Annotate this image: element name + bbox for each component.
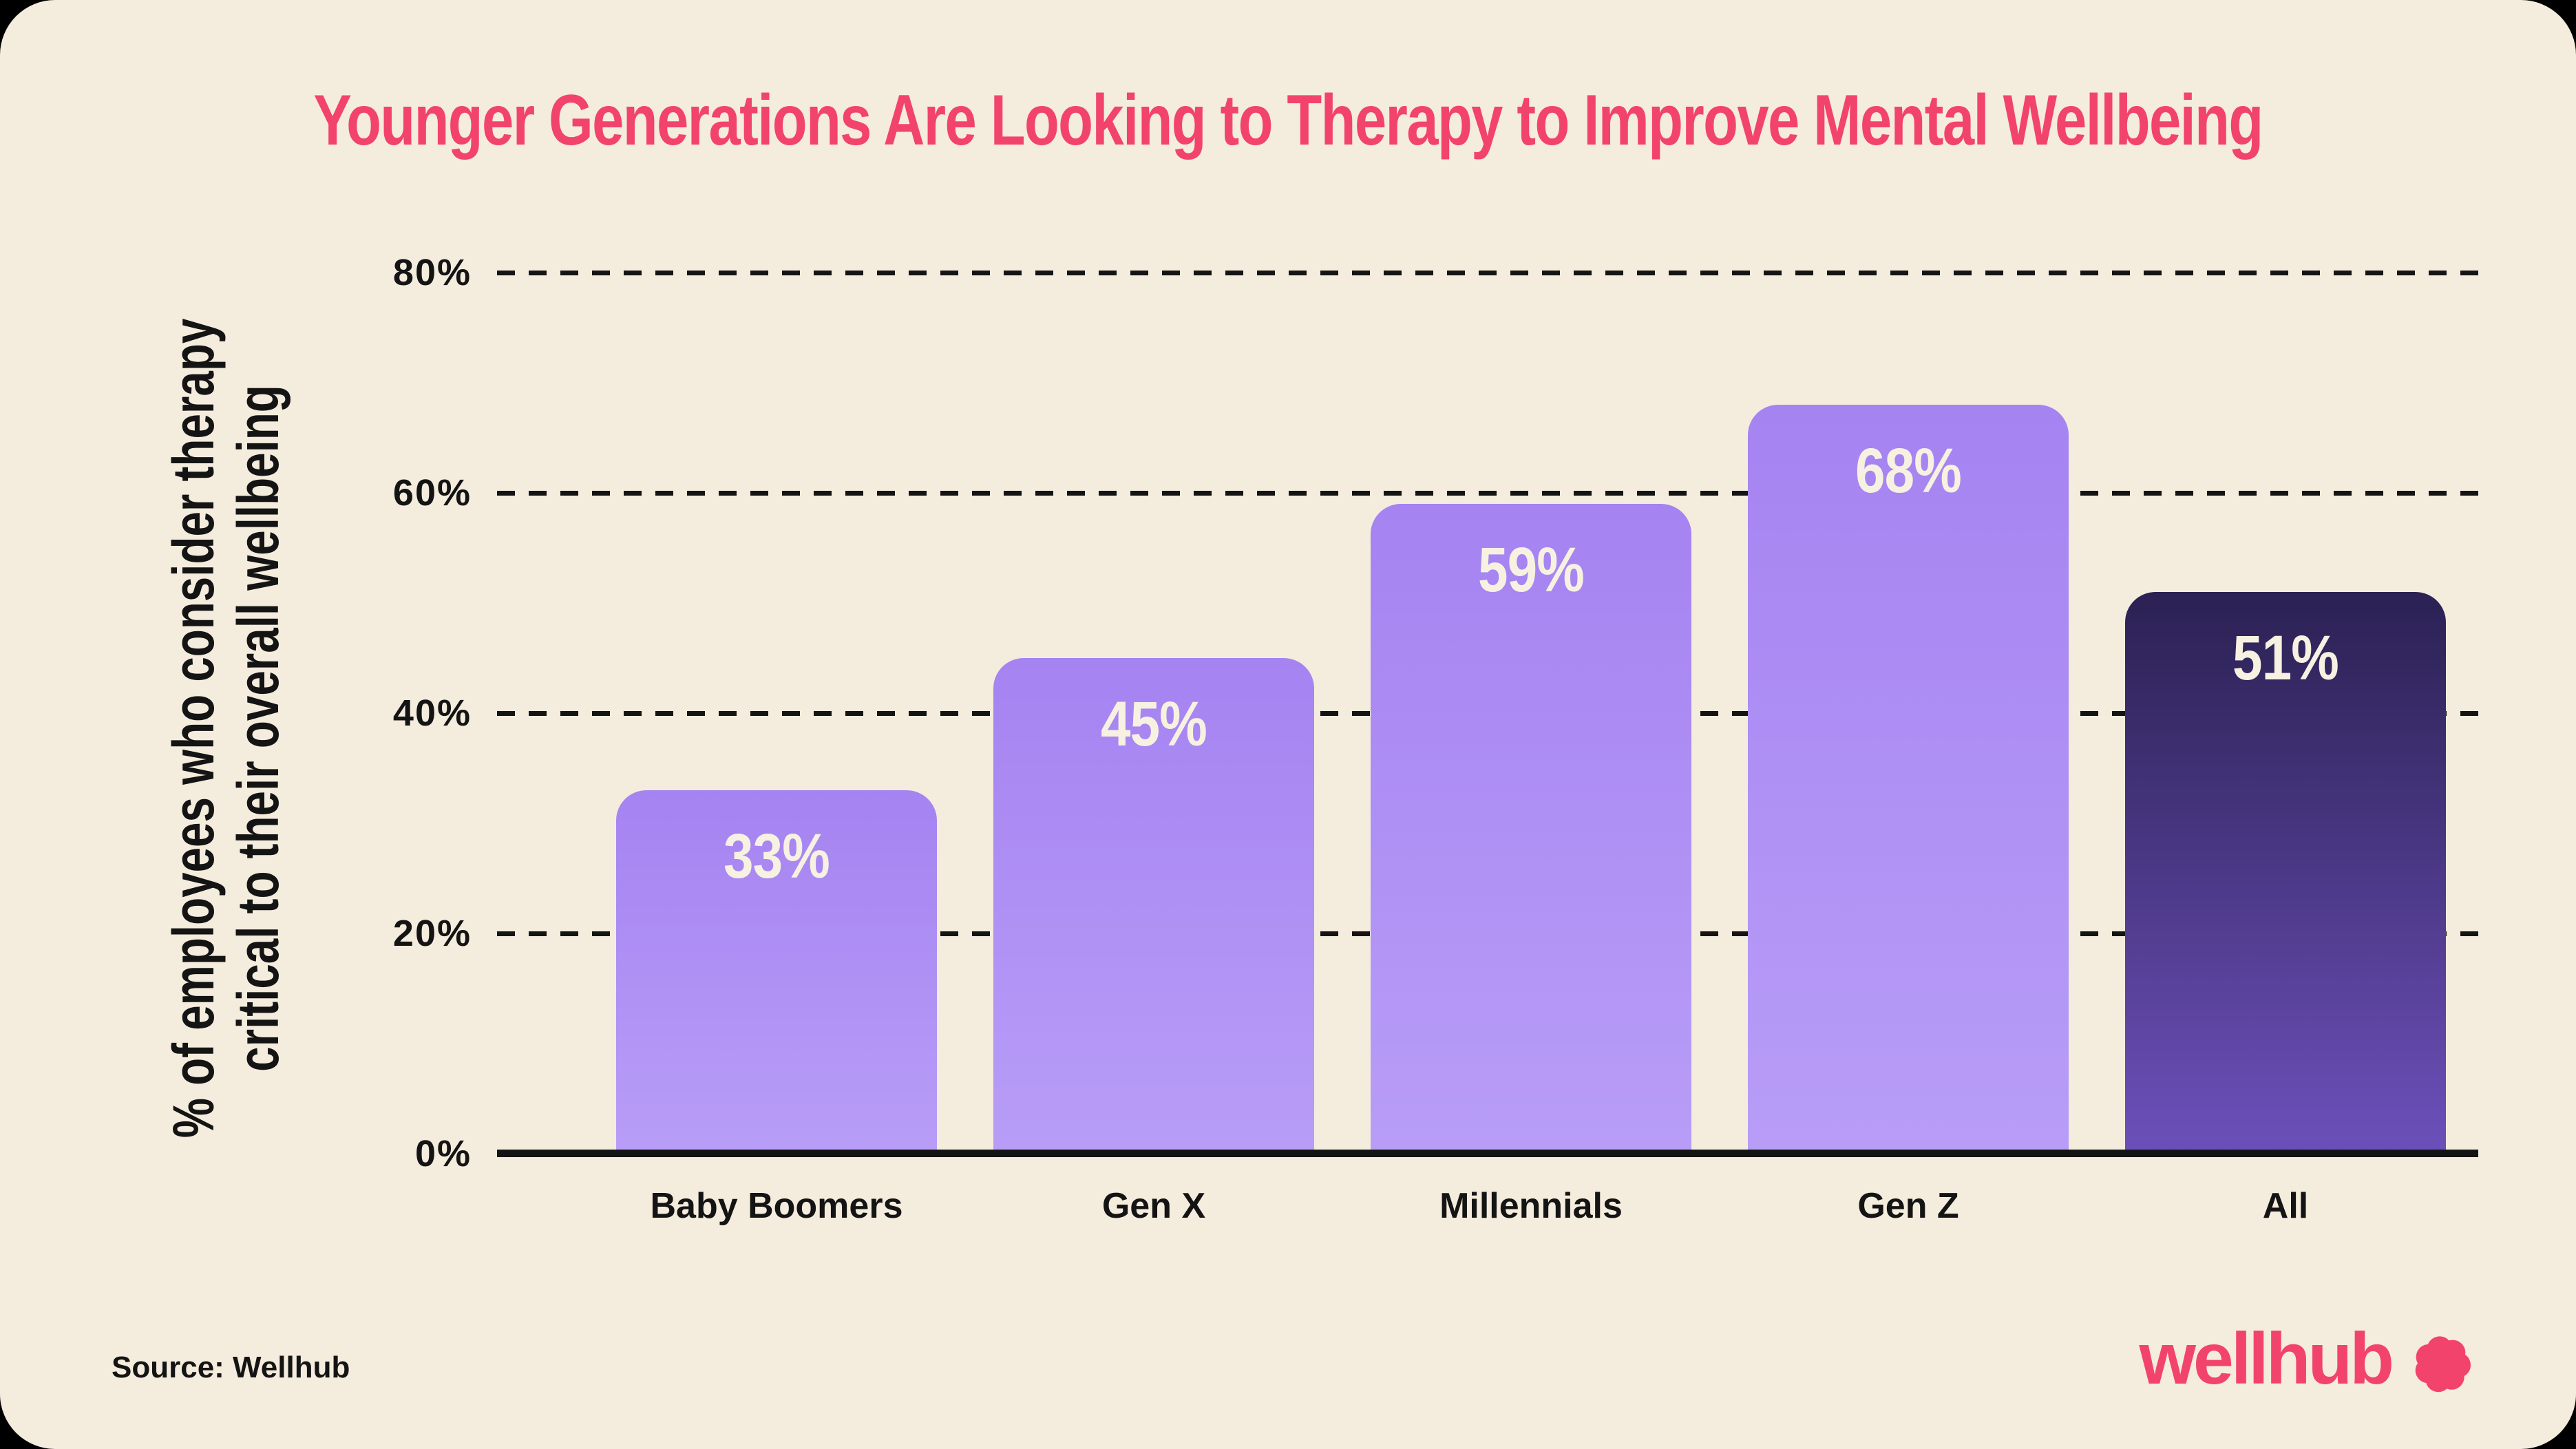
bar-gen-x: 45% — [993, 658, 1314, 1154]
wellhub-flower-icon — [2415, 1336, 2471, 1393]
x-axis-line — [497, 1150, 2478, 1157]
bar-value-label-all: 51% — [2232, 623, 2339, 693]
wellhub-logo-text: wellhub — [2139, 1318, 2394, 1399]
bar-value-label-millennials: 59% — [1478, 535, 1585, 605]
x-category-label-gen-x: Gen X — [1101, 1186, 1206, 1226]
gridline-80 — [497, 271, 2478, 275]
y-tick-label-80: 80% — [392, 252, 472, 293]
x-category-label-all: All — [2262, 1186, 2309, 1226]
source-note: Source: Wellhub — [112, 1351, 350, 1384]
bar-millennials: 59% — [1371, 504, 1691, 1154]
gridline-60 — [497, 491, 2478, 496]
x-category-label-millennials: Millennials — [1439, 1186, 1623, 1226]
wellhub-logo: wellhub — [2139, 1322, 2478, 1401]
y-tick-label-60: 60% — [392, 472, 472, 514]
x-category-label-baby-boomers: Baby Boomers — [650, 1186, 903, 1226]
bar-baby-boomers: 33% — [616, 790, 937, 1154]
bar-value-label-gen-z: 68% — [1855, 436, 1962, 506]
chart-title: Younger Generations Are Looking to Thera… — [313, 81, 2263, 160]
bar-all: 51% — [2125, 592, 2446, 1154]
bar-value-label-baby-boomers: 33% — [724, 821, 830, 891]
y-tick-label-0: 0% — [414, 1133, 472, 1174]
bar-gen-z: 68% — [1748, 405, 2069, 1154]
bar-value-label-gen-x: 45% — [1101, 689, 1207, 759]
x-category-label-gen-z: Gen Z — [1857, 1186, 1959, 1226]
y-tick-label-20: 20% — [392, 913, 472, 954]
y-tick-label-40: 40% — [392, 692, 472, 734]
